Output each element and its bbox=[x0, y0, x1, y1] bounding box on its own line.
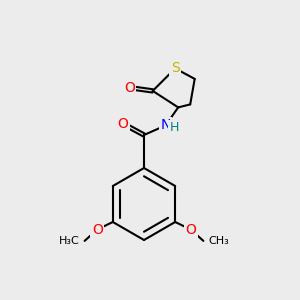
Text: O: O bbox=[124, 81, 135, 95]
Text: H: H bbox=[169, 121, 179, 134]
Text: O: O bbox=[92, 223, 103, 236]
Text: H₃C: H₃C bbox=[58, 236, 79, 246]
Text: O: O bbox=[118, 118, 128, 131]
Text: CH₃: CH₃ bbox=[209, 236, 230, 246]
Text: N: N bbox=[160, 118, 171, 132]
Text: S: S bbox=[171, 61, 180, 75]
Text: O: O bbox=[185, 223, 196, 236]
